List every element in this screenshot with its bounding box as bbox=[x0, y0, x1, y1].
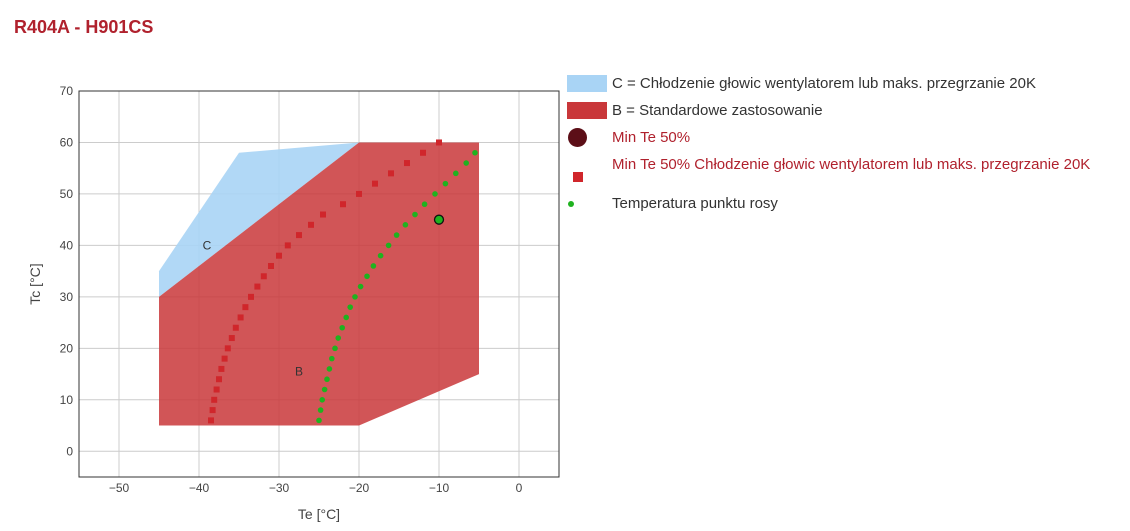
legend-item-dew-point[interactable]: Temperatura punktu rosy bbox=[566, 194, 1106, 214]
legend-item-min-te[interactable]: Min Te 50% bbox=[566, 128, 1106, 148]
ticks: −50 −40 −30 −20 −10 0 0 10 20 30 40 50 60 70 bbox=[60, 84, 523, 495]
square-point bbox=[436, 139, 442, 146]
legend-swatch-region-b bbox=[566, 101, 612, 121]
dew-point bbox=[377, 252, 384, 259]
legend-marker-square-icon bbox=[566, 155, 612, 187]
legend-item-region-c[interactable]: C = Chłodzenie głowic wentylatorem lub m… bbox=[566, 74, 1106, 94]
x-tick-label: −40 bbox=[189, 481, 210, 495]
x-tick-label: 0 bbox=[516, 481, 523, 495]
y-axis-label: Tc [°C] bbox=[27, 263, 43, 304]
legend-item-region-b[interactable]: B = Standardowe zastosowanie bbox=[566, 101, 1106, 121]
square-point bbox=[213, 386, 220, 393]
x-tick-label: −50 bbox=[109, 481, 130, 495]
legend-marker-circle-icon bbox=[566, 128, 612, 148]
x-tick-label: −10 bbox=[429, 481, 450, 495]
dew-point bbox=[412, 211, 418, 218]
square-point bbox=[308, 221, 314, 228]
square-point bbox=[221, 355, 228, 362]
legend-label: C = Chłodzenie głowic wentylatorem lub m… bbox=[612, 75, 1036, 92]
square-point bbox=[248, 293, 254, 300]
y-tick-label: 10 bbox=[60, 393, 74, 407]
dew-point bbox=[402, 222, 409, 228]
square-point bbox=[296, 232, 302, 239]
square-point bbox=[276, 252, 282, 259]
legend: C = Chłodzenie głowic wentylatorem lub m… bbox=[566, 74, 1106, 221]
dew-point bbox=[357, 283, 364, 290]
legend-label: Min Te 50% bbox=[612, 129, 691, 146]
region-label-b: B bbox=[295, 364, 303, 378]
dew-point bbox=[453, 170, 459, 177]
dew-point bbox=[335, 335, 342, 341]
legend-marker-dot-icon bbox=[566, 194, 612, 214]
dew-point bbox=[326, 366, 333, 372]
square-point bbox=[208, 417, 214, 424]
y-tick-label: 50 bbox=[60, 187, 74, 201]
dew-point bbox=[321, 386, 328, 393]
dew-point bbox=[352, 294, 358, 300]
y-tick-label: 0 bbox=[66, 444, 73, 458]
legend-item-min-te-20k[interactable]: Min Te 50% Chłodzenie głowic wentylatore… bbox=[566, 155, 1106, 187]
square-point bbox=[254, 283, 261, 290]
square-point bbox=[242, 304, 249, 311]
y-tick-label: 30 bbox=[60, 290, 74, 304]
square-point bbox=[232, 324, 239, 331]
square-point bbox=[340, 201, 346, 208]
dew-point bbox=[319, 397, 326, 403]
dew-point bbox=[316, 417, 322, 424]
region-b bbox=[159, 142, 479, 426]
square-point bbox=[388, 170, 394, 177]
min-te-point bbox=[433, 214, 445, 225]
legend-label: Min Te 50% Chłodzenie głowic wentylatore… bbox=[612, 156, 1091, 173]
dew-point bbox=[329, 355, 335, 362]
square-point bbox=[228, 335, 235, 342]
dew-point bbox=[347, 304, 354, 310]
regions: CB bbox=[159, 142, 479, 426]
dew-point bbox=[317, 407, 324, 413]
series bbox=[208, 139, 478, 424]
legend-label: Temperatura punktu rosy bbox=[612, 195, 778, 212]
dew-point bbox=[472, 149, 478, 156]
dew-point bbox=[332, 345, 338, 352]
dew-point bbox=[324, 376, 330, 383]
x-axis-label: Te [°C] bbox=[298, 506, 340, 522]
square-point bbox=[260, 273, 267, 280]
square-point bbox=[224, 345, 231, 352]
square-point bbox=[268, 262, 274, 269]
dew-point bbox=[463, 160, 470, 166]
dew-point bbox=[393, 232, 400, 238]
dew-point bbox=[385, 242, 392, 249]
dew-point bbox=[339, 324, 346, 331]
x-tick-label: −20 bbox=[349, 481, 370, 495]
y-tick-label: 60 bbox=[60, 135, 74, 149]
y-tick-label: 70 bbox=[60, 84, 74, 98]
square-point bbox=[372, 180, 378, 187]
square-point bbox=[404, 160, 410, 167]
square-point bbox=[237, 314, 244, 321]
legend-label: B = Standardowe zastosowanie bbox=[612, 102, 823, 119]
page-title: R404A - H901CS bbox=[14, 17, 154, 37]
square-point bbox=[209, 407, 216, 414]
y-tick-label: 40 bbox=[60, 238, 74, 252]
square-point bbox=[211, 396, 218, 403]
square-point bbox=[218, 365, 225, 372]
square-point bbox=[420, 149, 426, 156]
region-c bbox=[159, 142, 359, 297]
legend-swatch-region-c bbox=[566, 74, 612, 94]
plot-frame bbox=[78, 90, 560, 478]
dew-point bbox=[370, 263, 377, 269]
square-point bbox=[216, 376, 222, 383]
square-point bbox=[284, 242, 291, 249]
square-point bbox=[356, 190, 362, 197]
region-label-c: C bbox=[203, 238, 212, 252]
y-tick-label: 20 bbox=[60, 341, 74, 355]
dew-point bbox=[343, 314, 350, 321]
x-tick-label: −30 bbox=[269, 481, 290, 495]
dew-point bbox=[442, 180, 449, 187]
dew-point bbox=[432, 191, 438, 197]
dew-point bbox=[421, 201, 428, 208]
square-point bbox=[320, 211, 326, 218]
dew-point bbox=[364, 273, 370, 280]
